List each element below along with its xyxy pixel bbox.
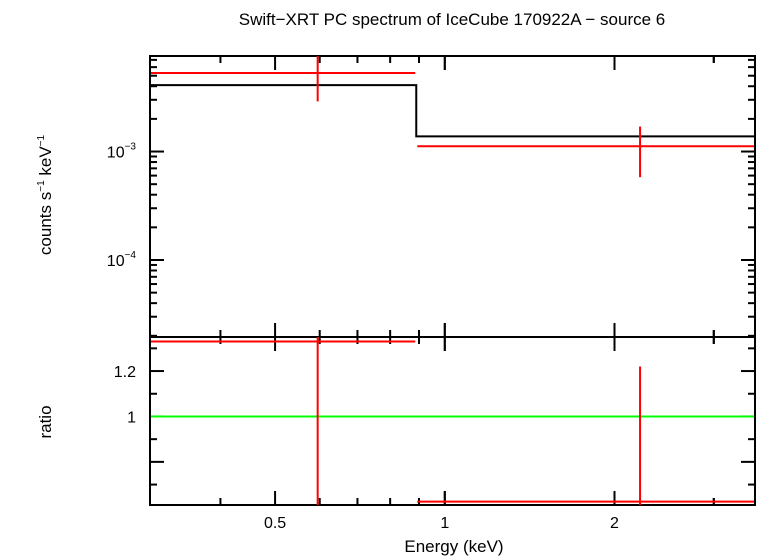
y-tick-label: 1.2 <box>114 364 136 381</box>
y-tick-label: 1 <box>127 409 136 426</box>
x-tick-label: 2 <box>610 515 619 532</box>
y-tick-label: 10−3 <box>107 142 137 162</box>
y-axis-title-part: keV <box>36 146 55 181</box>
y-tick-label-exponent: −3 <box>125 142 137 153</box>
y-tick-label-base: 10 <box>107 145 125 162</box>
model-step-line <box>150 84 755 138</box>
plot-frame <box>149 55 756 338</box>
x-tick-label: 1 <box>440 515 449 532</box>
y-axis-title-sup: −1 <box>36 180 47 192</box>
y-axis-title-part: counts s <box>36 192 55 255</box>
plot-frame <box>149 336 756 506</box>
spectrum-panel: 10−310−4 <box>107 55 756 338</box>
x-axis-title: Energy (keV) <box>404 537 503 556</box>
y-tick-label: 10−4 <box>107 250 137 270</box>
y-axis-title-ratio: ratio <box>36 405 55 438</box>
y-axis-title-spectrum: counts s−1 keV−1 <box>36 134 55 255</box>
ratio-panel: 1 1.2 0.5 1 2 <box>114 336 756 532</box>
y-axis-title-sup: −1 <box>36 134 47 146</box>
y-tick-label-base: 10 <box>107 253 125 270</box>
x-tick-label: 0.5 <box>264 515 286 532</box>
chart-title: Swift−XRT PC spectrum of IceCube 170922A… <box>239 10 666 29</box>
y-tick-label-exponent: −4 <box>125 250 137 261</box>
